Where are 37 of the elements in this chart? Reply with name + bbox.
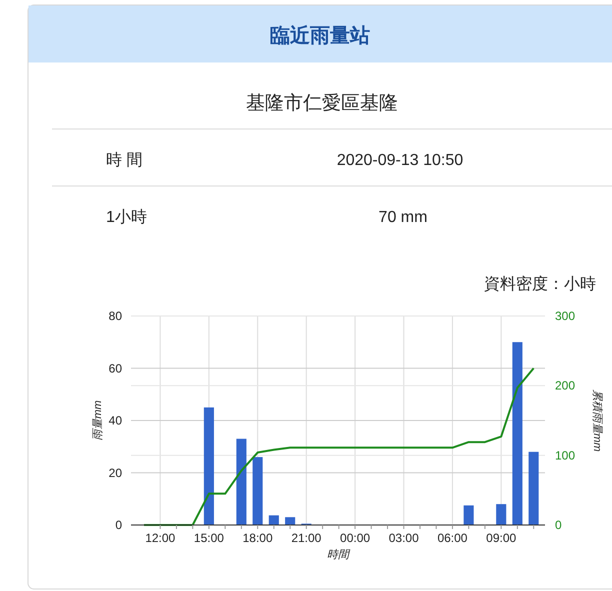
x-tick-label: 15:00	[194, 531, 224, 545]
y2-tick-label: 200	[555, 378, 576, 393]
bar	[236, 438, 246, 525]
y-tick-label: 40	[108, 414, 122, 428]
y-tick-label: 0	[115, 518, 122, 532]
y2-tick-label: 300	[555, 309, 576, 323]
text: 70 mm	[378, 209, 428, 226]
x-tick-label: 03:00	[388, 531, 420, 545]
y-tick-label: 80	[108, 309, 122, 323]
x-tick-label: 00:00	[340, 531, 370, 545]
text: 1小時	[106, 208, 147, 226]
text: 2020-09-13 10:50	[336, 152, 464, 169]
bar	[252, 457, 263, 525]
x-tick-label: 12:00	[145, 531, 176, 545]
bar	[464, 505, 474, 525]
bar	[285, 517, 296, 525]
bar	[496, 504, 506, 525]
x-tick-label: 21:00	[291, 531, 322, 545]
y-tick-label: 60	[108, 361, 122, 376]
y2-tick-label: 0	[555, 518, 562, 532]
x-tick-label: 06:00	[437, 531, 468, 545]
x-tick-label: 18:00	[242, 531, 273, 545]
x-axis-title: 時間	[327, 548, 351, 561]
x-tick-label: 09:00	[486, 531, 517, 545]
bar	[204, 407, 214, 525]
line-series	[142, 367, 535, 526]
bar	[268, 515, 279, 525]
chart-title: 臨近雨量站	[270, 24, 370, 47]
text: 時 間	[106, 151, 142, 169]
chart-subtitle: 基隆市仁愛區基隆	[246, 92, 398, 114]
bar	[512, 342, 522, 525]
y2-axis-title: 累積雨量mm	[591, 389, 603, 452]
y2-tick-label: 100	[555, 448, 576, 462]
y-tick-label: 20	[108, 466, 122, 480]
text: 資料密度：小時	[484, 275, 596, 293]
bar	[528, 452, 539, 525]
y-axis-title: 雨量mm	[92, 400, 104, 441]
